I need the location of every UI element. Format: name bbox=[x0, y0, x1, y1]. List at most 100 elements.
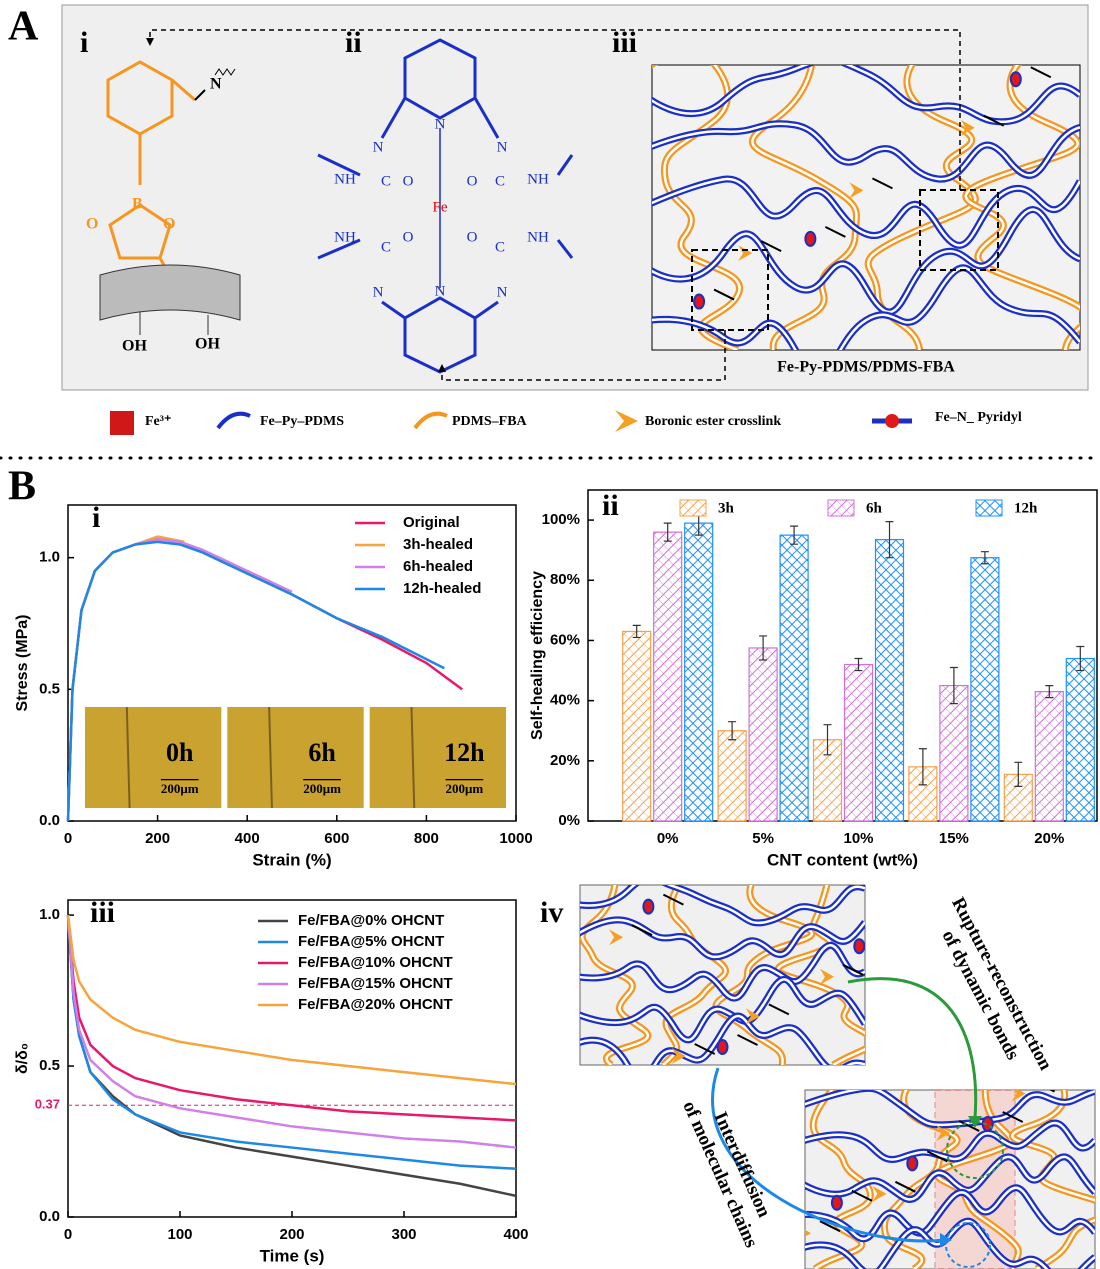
bar bbox=[1035, 692, 1063, 821]
y-tick-label: 60% bbox=[550, 631, 580, 648]
y-tick-label: 100% bbox=[542, 511, 580, 528]
plot-frame bbox=[68, 900, 516, 1217]
inset-scale: 200μm bbox=[161, 781, 199, 796]
atom: O bbox=[467, 173, 478, 189]
legend-label: Fe/FBA@15% OHCNT bbox=[298, 975, 453, 992]
atom: NH bbox=[334, 171, 356, 187]
sub-label: ii bbox=[345, 26, 362, 59]
x-tick-label: 0% bbox=[657, 830, 679, 847]
fe-site bbox=[805, 232, 815, 246]
x-tick-label: 15% bbox=[939, 830, 969, 847]
fe-site bbox=[832, 1196, 842, 1210]
inset-photo bbox=[370, 707, 506, 808]
cnt bbox=[874, 934, 894, 944]
bar bbox=[718, 731, 746, 821]
atom: Fe bbox=[433, 199, 448, 215]
figure: A i ii iii N B O O OH OH N N N N N N C C… bbox=[0, 0, 1100, 1269]
legend-label: 6h-healed bbox=[403, 558, 473, 575]
x-tick-label: 0 bbox=[64, 1226, 72, 1243]
sub-label: i bbox=[80, 26, 88, 59]
x-tick-label: 0 bbox=[64, 830, 72, 847]
y-tick-label: 0.0 bbox=[39, 1208, 60, 1225]
bar bbox=[623, 631, 651, 821]
line bbox=[68, 915, 516, 1120]
panel-label: B bbox=[8, 464, 36, 510]
y-tick-label: 40% bbox=[550, 692, 580, 709]
legend-label: Fe/FBA@10% OHCNT bbox=[298, 954, 453, 971]
legend-label: Fe/FBA@20% OHCNT bbox=[298, 996, 453, 1013]
atom: C bbox=[381, 239, 391, 255]
atom: C bbox=[381, 173, 391, 189]
legend-icon bbox=[218, 414, 250, 428]
legend-icon bbox=[885, 414, 899, 428]
bar bbox=[654, 532, 682, 821]
x-tick-label: 600 bbox=[324, 830, 349, 847]
inset-photo bbox=[85, 707, 221, 808]
line bbox=[68, 915, 516, 1147]
atom: O bbox=[403, 229, 414, 245]
inset-label: 0h bbox=[166, 738, 194, 767]
panel-label: A bbox=[8, 4, 39, 50]
inset-scale: 200μm bbox=[446, 781, 484, 796]
y-tick-label: 80% bbox=[550, 571, 580, 588]
atom: NH bbox=[527, 171, 549, 187]
atom: C bbox=[495, 239, 505, 255]
legend-swatch bbox=[828, 500, 854, 516]
inset-label: 12h bbox=[444, 738, 485, 767]
x-axis-label: Strain (%) bbox=[252, 850, 331, 869]
atom: N bbox=[210, 76, 222, 93]
legend-label: 12h-healed bbox=[403, 580, 481, 597]
legend-label: 12h bbox=[1014, 500, 1038, 516]
reference-label: 0.37 bbox=[35, 1097, 60, 1112]
atom: N bbox=[373, 139, 384, 155]
legend-label: Fe/FBA@0% OHCNT bbox=[298, 912, 444, 929]
atom: OH bbox=[195, 336, 220, 353]
atom: NH bbox=[334, 229, 356, 245]
bar bbox=[749, 648, 777, 821]
atom: NH bbox=[527, 229, 549, 245]
sub-label: iii bbox=[90, 896, 115, 929]
atom: N bbox=[435, 116, 446, 132]
legend-label: 3h-healed bbox=[403, 536, 473, 553]
fe-site bbox=[907, 1156, 917, 1170]
bar bbox=[780, 535, 808, 821]
y-tick-label: 0.5 bbox=[39, 1057, 60, 1074]
bar bbox=[940, 686, 968, 821]
fe-site bbox=[694, 295, 704, 309]
y-tick-label: 0.0 bbox=[39, 812, 60, 829]
x-tick-label: 200 bbox=[279, 1226, 304, 1243]
x-tick-label: 400 bbox=[235, 830, 260, 847]
legend-text: Boronic ester crosslink bbox=[645, 414, 781, 429]
atom: N bbox=[497, 284, 508, 300]
bar bbox=[845, 665, 873, 821]
atom: OH bbox=[122, 338, 147, 355]
atom: N bbox=[373, 284, 384, 300]
sub-label: iv bbox=[540, 896, 563, 929]
x-tick-label: 400 bbox=[503, 1226, 528, 1243]
atom: B bbox=[132, 196, 143, 213]
legend-text: PDMS–FBA bbox=[452, 414, 528, 429]
fe-site bbox=[718, 1040, 728, 1054]
legend-swatch bbox=[680, 500, 706, 516]
fe-site bbox=[1011, 72, 1021, 86]
x-tick-label: 5% bbox=[752, 830, 774, 847]
y-tick-label: 0% bbox=[558, 812, 580, 829]
legend-label: 3h bbox=[718, 500, 735, 516]
fe-site bbox=[854, 939, 864, 953]
x-tick-label: 10% bbox=[843, 830, 873, 847]
y-axis-label: δ/δ₀ bbox=[14, 1043, 31, 1074]
bar bbox=[971, 558, 999, 821]
caption: Fe-Py-PDMS/PDMS-FBA bbox=[777, 359, 955, 376]
bar bbox=[1066, 659, 1094, 821]
atom: C bbox=[495, 173, 505, 189]
legend-text: Fe³⁺ bbox=[145, 414, 171, 429]
atom: O bbox=[467, 229, 478, 245]
x-axis-label: CNT content (wt%) bbox=[767, 850, 918, 869]
legend-text: Fe–N_ Pyridyl bbox=[935, 410, 1022, 425]
y-axis-label: Self-healing efficiency bbox=[529, 571, 546, 740]
atom: N bbox=[497, 139, 508, 155]
y-tick-label: 0.5 bbox=[39, 680, 60, 697]
y-axis-label: Stress (MPa) bbox=[14, 615, 31, 712]
y-tick-label: 1.0 bbox=[39, 906, 60, 923]
x-tick-label: 300 bbox=[391, 1226, 416, 1243]
